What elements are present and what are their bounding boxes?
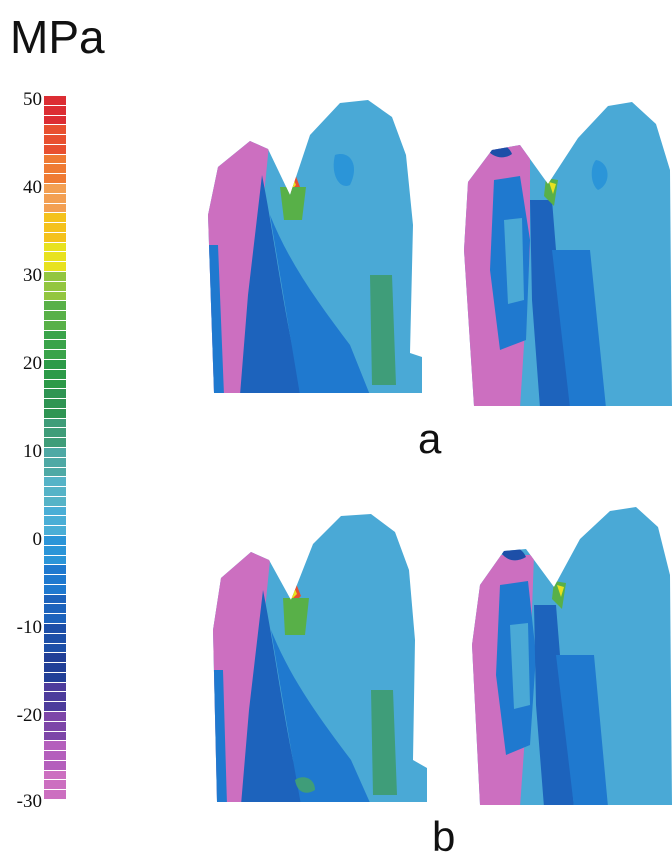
colorbar-tick: -30 <box>16 791 42 812</box>
colorbar-swatch <box>44 184 66 194</box>
colorbar-swatch <box>44 555 66 566</box>
colorbar-swatch <box>44 663 66 673</box>
colorbar-swatch <box>44 643 66 654</box>
colorbar-swatch <box>44 751 66 761</box>
colorbar-swatch <box>44 780 66 791</box>
colorbar-swatch <box>44 340 66 351</box>
colorbar-tick: 10 <box>23 441 42 462</box>
colorbar-swatch <box>44 692 66 703</box>
colorbar-swatch <box>44 301 66 312</box>
colorbar-swatch <box>44 144 66 155</box>
colorbar-swatch <box>44 96 66 106</box>
colorbar-tick: 40 <box>23 177 42 198</box>
colorbar-swatch <box>44 418 66 429</box>
colorbar-swatch <box>44 350 66 360</box>
colorbar-swatch <box>44 125 66 136</box>
colorbar-swatch <box>44 281 66 292</box>
colorbar-swatch <box>44 624 66 634</box>
colorbar-swatch <box>44 369 66 380</box>
colorbar-swatch <box>44 633 66 644</box>
colorbar-swatch <box>44 448 66 458</box>
colorbar-swatch <box>44 467 66 478</box>
colorbar-swatch <box>44 115 66 126</box>
colorbar-swatch <box>44 252 66 263</box>
colorbar-swatch <box>44 614 66 624</box>
colorbar-swatch <box>44 594 66 605</box>
colorbar-swatch <box>44 477 66 488</box>
colorbar-swatch <box>44 457 66 468</box>
colorbar-swatch <box>44 242 66 253</box>
colorbar-swatch <box>44 272 66 282</box>
colorbar-swatch <box>44 604 66 615</box>
colorbar-swatch <box>44 105 66 116</box>
colorbar-swatch <box>44 320 66 331</box>
colorbar-swatch <box>44 672 66 683</box>
colorbar-swatch <box>44 682 66 693</box>
colorbar-swatch <box>44 770 66 781</box>
colorbar-swatch <box>44 487 66 497</box>
tooth-a-model-1 <box>208 100 422 393</box>
colorbar-swatch <box>44 790 66 800</box>
colorbar-swatch <box>44 379 66 390</box>
colorbar-swatch <box>44 154 66 165</box>
colorbar-swatch <box>44 653 66 664</box>
colorbar-swatch <box>44 174 66 184</box>
colorbar-swatch <box>44 232 66 243</box>
tooth-a-model-2 <box>464 102 672 406</box>
colorbar-swatch <box>44 516 66 527</box>
colorbar-swatch <box>44 565 66 576</box>
colorbar-swatch <box>44 731 66 742</box>
colorbar-swatch <box>44 203 66 214</box>
colorbar-swatch <box>44 164 66 175</box>
colorbar-swatch <box>44 330 66 341</box>
colorbar-swatch <box>44 741 66 752</box>
colorbar-swatch <box>44 526 66 536</box>
colorbar-swatch <box>44 584 66 595</box>
colorbar-swatch <box>44 438 66 448</box>
colorbar-tick: 30 <box>23 265 42 286</box>
colorbar-swatch <box>44 291 66 302</box>
colorbar: 50 40 30 20 10 0 -10 -20 -30 <box>0 0 80 858</box>
colorbar-swatch <box>44 760 66 771</box>
colorbar-swatch <box>44 399 66 409</box>
colorbar-tick: -20 <box>16 705 42 726</box>
colorbar-tick: 50 <box>23 89 42 110</box>
colorbar-swatch <box>44 193 66 204</box>
colorbar-swatch <box>44 389 66 400</box>
colorbar-swatch <box>44 223 66 233</box>
colorbar-tick: -10 <box>16 617 42 638</box>
colorbar-tick: 20 <box>23 353 42 374</box>
colorbar-swatch <box>44 506 66 517</box>
colorbar-swatch <box>44 575 66 585</box>
colorbar-swatch <box>44 135 66 145</box>
colorbar-swatch <box>44 213 66 224</box>
tooth-b-model-2 <box>472 507 672 805</box>
colorbar-swatch <box>44 702 66 712</box>
colorbar-swatch <box>44 428 66 439</box>
colorbar-swatch <box>44 360 66 370</box>
colorbar-swatch <box>44 721 66 732</box>
colorbar-swatch <box>44 408 66 419</box>
panel-label-b: b <box>432 813 456 860</box>
colorbar-tick: 0 <box>32 529 43 550</box>
colorbar-swatch <box>44 262 66 272</box>
colorbar-swatch <box>44 545 66 556</box>
colorbar-swatch <box>44 536 66 546</box>
colorbar-unit-label: MPa <box>10 11 105 63</box>
colorbar-swatch <box>44 311 66 321</box>
colorbar-swatch <box>44 712 66 722</box>
tooth-b-model-1 <box>213 514 427 802</box>
colorbar-swatch <box>44 496 66 507</box>
panel-label-a: a <box>418 415 442 462</box>
